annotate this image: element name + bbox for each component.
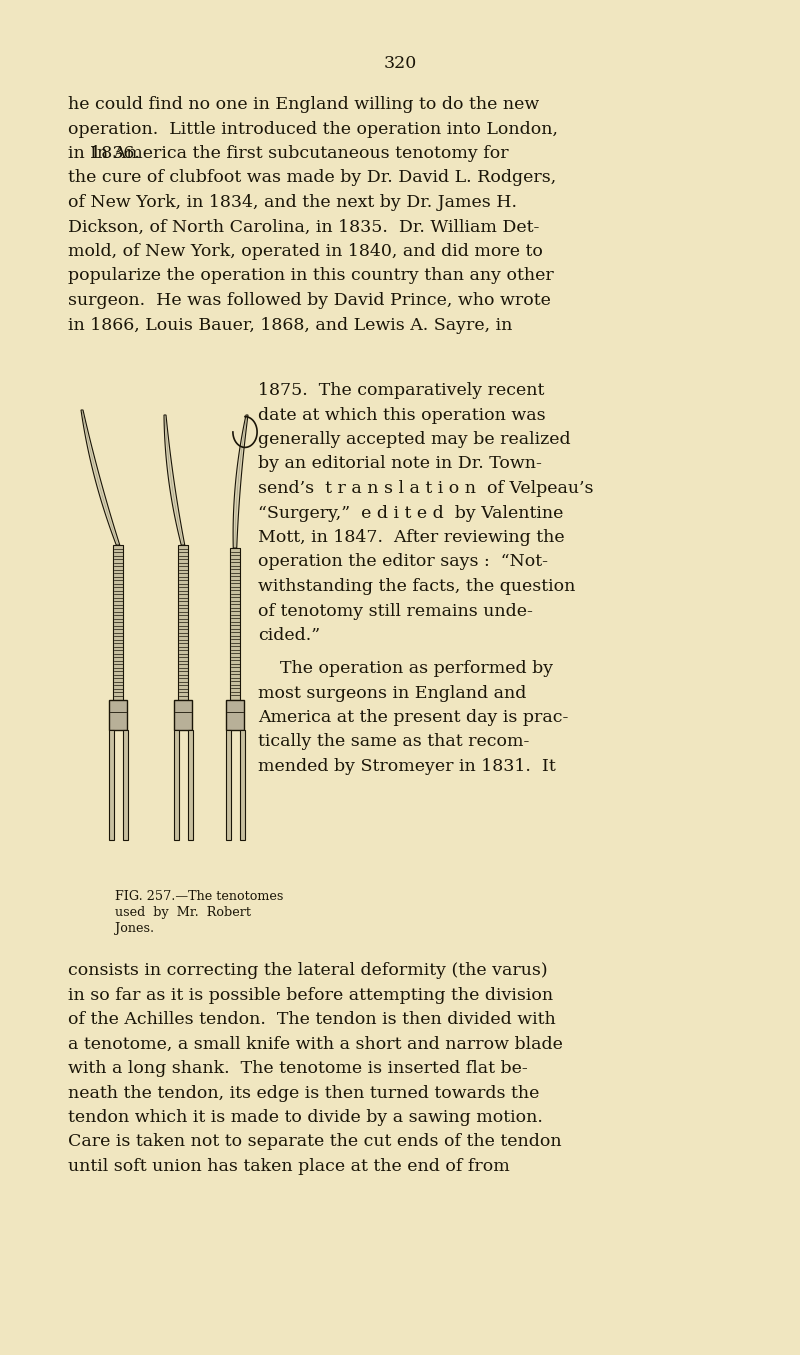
Polygon shape [81,411,120,545]
Polygon shape [233,415,248,547]
Text: in 1866, Louis Bauer, 1868, and Lewis A. Sayre, in: in 1866, Louis Bauer, 1868, and Lewis A.… [68,317,512,333]
Text: America at the present day is prac-: America at the present day is prac- [258,709,568,726]
Text: of tenotomy still remains unde-: of tenotomy still remains unde- [258,603,533,619]
Text: send’s  t r a n s l a t i o n  of Velpeau’s: send’s t r a n s l a t i o n of Velpeau’… [258,480,594,497]
Text: FIG. 257.—The tenotomes: FIG. 257.—The tenotomes [115,890,283,902]
Text: operation the editor says :  “Not-: operation the editor says : “Not- [258,553,548,570]
Text: until soft union has taken place at the end of from: until soft union has taken place at the … [68,1159,510,1175]
Text: in so far as it is possible before attempting the division: in so far as it is possible before attem… [68,986,553,1004]
Bar [109,701,127,730]
Bar [226,730,230,840]
Bar [230,547,240,701]
Text: 1875.  The comparatively recent: 1875. The comparatively recent [258,382,544,398]
Text: The operation as performed by: The operation as performed by [258,660,553,678]
Text: of the Achilles tendon.  The tendon is then divided with: of the Achilles tendon. The tendon is th… [68,1011,556,1028]
Text: cided.”: cided.” [258,627,320,644]
Bar [109,730,114,840]
Text: the cure of clubfoot was made by Dr. David L. Rodgers,: the cure of clubfoot was made by Dr. Dav… [68,169,556,187]
Bar [178,545,188,701]
Text: with a long shank.  The tenotome is inserted flat be-: with a long shank. The tenotome is inser… [68,1060,528,1077]
Text: 320: 320 [383,56,417,72]
Text: mold, of New York, operated in 1840, and did more to: mold, of New York, operated in 1840, and… [68,243,543,260]
Text: Dickson, of North Carolina, in 1835.  Dr. William Det-: Dickson, of North Carolina, in 1835. Dr.… [68,218,539,236]
Text: withstanding the facts, the question: withstanding the facts, the question [258,579,575,595]
Text: he could find no one in England willing to do the new: he could find no one in England willing … [68,96,539,112]
Text: tendon which it is made to divide by a sawing motion.: tendon which it is made to divide by a s… [68,1108,543,1126]
Text: operation.  Little introduced the operation into London,: operation. Little introduced the operati… [68,121,558,137]
Text: Jones.: Jones. [115,921,154,935]
Text: most surgeons in England and: most surgeons in England and [258,684,526,702]
Bar [113,545,123,701]
Text: surgeon.  He was followed by David Prince, who wrote: surgeon. He was followed by David Prince… [68,291,551,309]
Text: consists in correcting the lateral deformity (the varus): consists in correcting the lateral defor… [68,962,548,980]
Text: tically the same as that recom-: tically the same as that recom- [258,733,530,751]
Bar [226,701,244,730]
Bar [122,730,127,840]
Bar [174,730,178,840]
Text: popularize the operation in this country than any other: popularize the operation in this country… [68,267,554,285]
Text: in 1836.: in 1836. [68,145,140,163]
Text: mended by Stromeyer in 1831.  It: mended by Stromeyer in 1831. It [258,757,556,775]
Text: In America the first subcutaneous tenotomy for: In America the first subcutaneous tenoto… [68,145,509,163]
Text: generally accepted may be realized: generally accepted may be realized [258,431,570,449]
Text: date at which this operation was: date at which this operation was [258,406,546,424]
Text: used  by  Mr.  Robert: used by Mr. Robert [115,906,251,919]
Text: a tenotome, a small knife with a short and narrow blade: a tenotome, a small knife with a short a… [68,1035,563,1053]
Text: “Surgery,”  e d i t e d  by Valentine: “Surgery,” e d i t e d by Valentine [258,504,563,522]
Text: by an editorial note in Dr. Town-: by an editorial note in Dr. Town- [258,455,542,473]
Bar [239,730,245,840]
Bar [187,730,193,840]
Text: Care is taken not to separate the cut ends of the tendon: Care is taken not to separate the cut en… [68,1134,562,1150]
Bar [174,701,192,730]
Polygon shape [164,415,185,545]
Text: of New York, in 1834, and the next by Dr. James H.: of New York, in 1834, and the next by Dr… [68,194,517,211]
Text: neath the tendon, its edge is then turned towards the: neath the tendon, its edge is then turne… [68,1084,539,1102]
Text: Mott, in 1847.  After reviewing the: Mott, in 1847. After reviewing the [258,528,565,546]
